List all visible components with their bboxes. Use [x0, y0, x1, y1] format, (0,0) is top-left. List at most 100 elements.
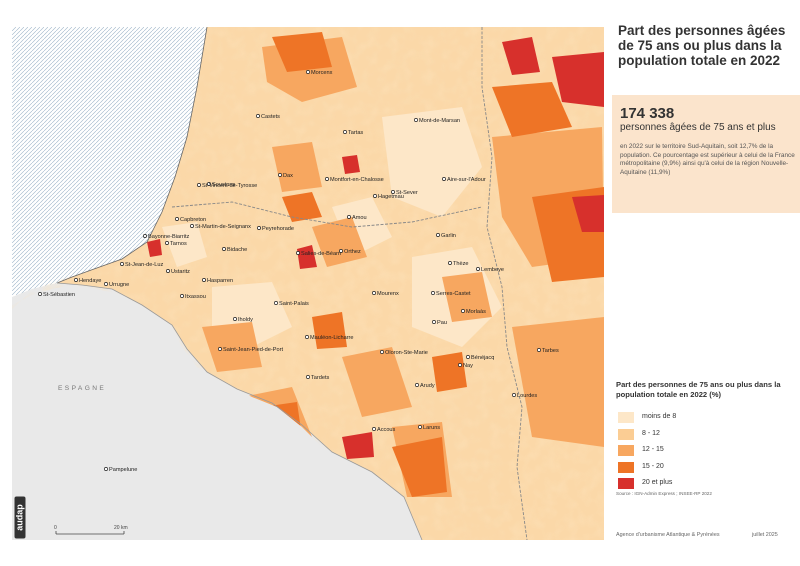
town-label: St-Jean-de-Luz [125, 262, 163, 268]
town-dot [442, 177, 446, 181]
town-label: Nay [463, 363, 473, 369]
town-label: Mourenx [377, 291, 399, 297]
town-label: Mauléon-Licharre [310, 335, 354, 341]
legend-swatch [618, 412, 634, 423]
town-label: Pau [437, 320, 447, 326]
scale-end: 20 km [114, 525, 128, 531]
town-marker: St-Jean-de-Luz [120, 262, 163, 268]
town-label: Garlin [441, 233, 456, 239]
town-label: Mont-de-Marsan [419, 118, 460, 124]
highlight-text: en 2022 sur le territoire Sud-Aquitain, … [620, 143, 795, 176]
coastline [56, 27, 208, 284]
scale-bar: 0 20 km [54, 525, 128, 535]
town-label: Laruns [423, 425, 440, 431]
town-marker: St-Martin-de-Seignanx [190, 224, 251, 230]
town-dot [432, 320, 436, 324]
town-dot [257, 226, 261, 230]
town-marker: Aire-sur-l'Adour [442, 177, 486, 183]
town-label: Serres-Castet [436, 291, 471, 297]
legend-title: Part des personnes de 75 ans ou plus dan… [616, 380, 781, 399]
town-label: Bidache [227, 247, 247, 253]
town-dot [180, 294, 184, 298]
town-marker: Morcenx [306, 70, 333, 76]
town-marker: Saint-Palais [274, 301, 309, 307]
town-label: Dax [283, 173, 293, 179]
town-dot [274, 301, 278, 305]
town-marker: Bénéjacq [466, 355, 494, 361]
town-marker: Morlaàs [461, 309, 486, 315]
legend-label: 15 - 20 [642, 462, 664, 470]
town-label: Montfort-en-Chalosse [330, 177, 384, 183]
town-dot [305, 335, 309, 339]
town-label: Hendaye [79, 278, 101, 284]
town-marker: Amou [347, 215, 367, 221]
town-label: Salies-de-Béarn [301, 251, 341, 257]
town-label: Iholdy [238, 317, 253, 323]
town-label: Bénéjacq [471, 355, 494, 361]
department-border [481, 27, 528, 540]
town-marker: Salies-de-Béarn [296, 251, 341, 257]
town-marker: Itxassou [180, 294, 206, 300]
town-marker: Mont-de-Marsan [414, 118, 460, 124]
footer-date: juillet 2025 [752, 532, 778, 538]
town-label: Arudy [420, 383, 435, 389]
town-dot [143, 234, 147, 238]
town-label: Morlaàs [466, 309, 486, 315]
town-label: St-Martin-de-Seignanx [195, 224, 251, 230]
town-dot [222, 247, 226, 251]
town-marker: Bayonne-Biarritz [143, 234, 190, 240]
legend-swatch [618, 445, 634, 456]
footer-agency: Agence d'urbanisme Atlantique & Pyrénées [616, 532, 720, 538]
town-label: Lembeye [481, 267, 504, 273]
town-dot [347, 215, 351, 219]
legend-swatch [618, 461, 634, 473]
town-label: Saint-Palais [279, 301, 309, 307]
town-label: Aire-sur-l'Adour [447, 177, 486, 183]
town-label: Capbreton [180, 217, 206, 223]
town-dot [431, 291, 435, 295]
town-label: Morcenx [311, 70, 333, 76]
town-marker: Tarnos [165, 241, 187, 247]
audap-logo: audap [14, 496, 26, 539]
town-label: Oloron-Ste-Marie [385, 350, 428, 356]
town-dot [104, 467, 108, 471]
town-dot [74, 278, 78, 282]
town-marker: Tardets [306, 375, 330, 381]
legend-swatch [618, 428, 634, 440]
town-marker: Mauléon-Licharre [305, 335, 354, 341]
town-marker: St-Sever [391, 190, 418, 196]
map: ESPAGNE Morcenx Castets Tartas Mont-de-Mars… [12, 27, 604, 540]
town-dot [458, 363, 462, 367]
town-dot [104, 282, 108, 286]
town-dot [306, 70, 310, 74]
town-marker: Hasparren [202, 278, 233, 284]
town-dot [339, 249, 343, 253]
town-marker: Soustons [207, 182, 236, 188]
town-marker: Nay [458, 363, 473, 369]
spain-border [56, 282, 423, 540]
scale-start: 0 [54, 525, 57, 531]
town-dot [448, 261, 452, 265]
country-label: ESPAGNE [58, 385, 106, 392]
town-dot [218, 347, 222, 351]
town-marker: Pampelune [104, 467, 137, 473]
town-dot [476, 267, 480, 271]
town-dot [436, 233, 440, 237]
map-title: Part des personnes âgées de 75 ans ou pl… [618, 23, 786, 68]
town-dot [166, 269, 170, 273]
town-dot [175, 217, 179, 221]
town-dot [537, 348, 541, 352]
town-marker: Oloron-Ste-Marie [380, 350, 428, 356]
town-dot [373, 194, 377, 198]
town-label: Lourdes [517, 393, 537, 399]
town-marker: Saint-Jean-Pied-de-Port [218, 347, 283, 353]
town-marker: Iholdy [233, 317, 253, 323]
town-dot [418, 425, 422, 429]
town-label: Tarbes [542, 348, 559, 354]
town-dot [372, 427, 376, 431]
town-label: Soustons [212, 182, 236, 188]
town-marker: Tartas [343, 130, 363, 136]
town-dot [325, 177, 329, 181]
town-marker: Garlin [436, 233, 456, 239]
town-marker: Lourdes [512, 393, 537, 399]
